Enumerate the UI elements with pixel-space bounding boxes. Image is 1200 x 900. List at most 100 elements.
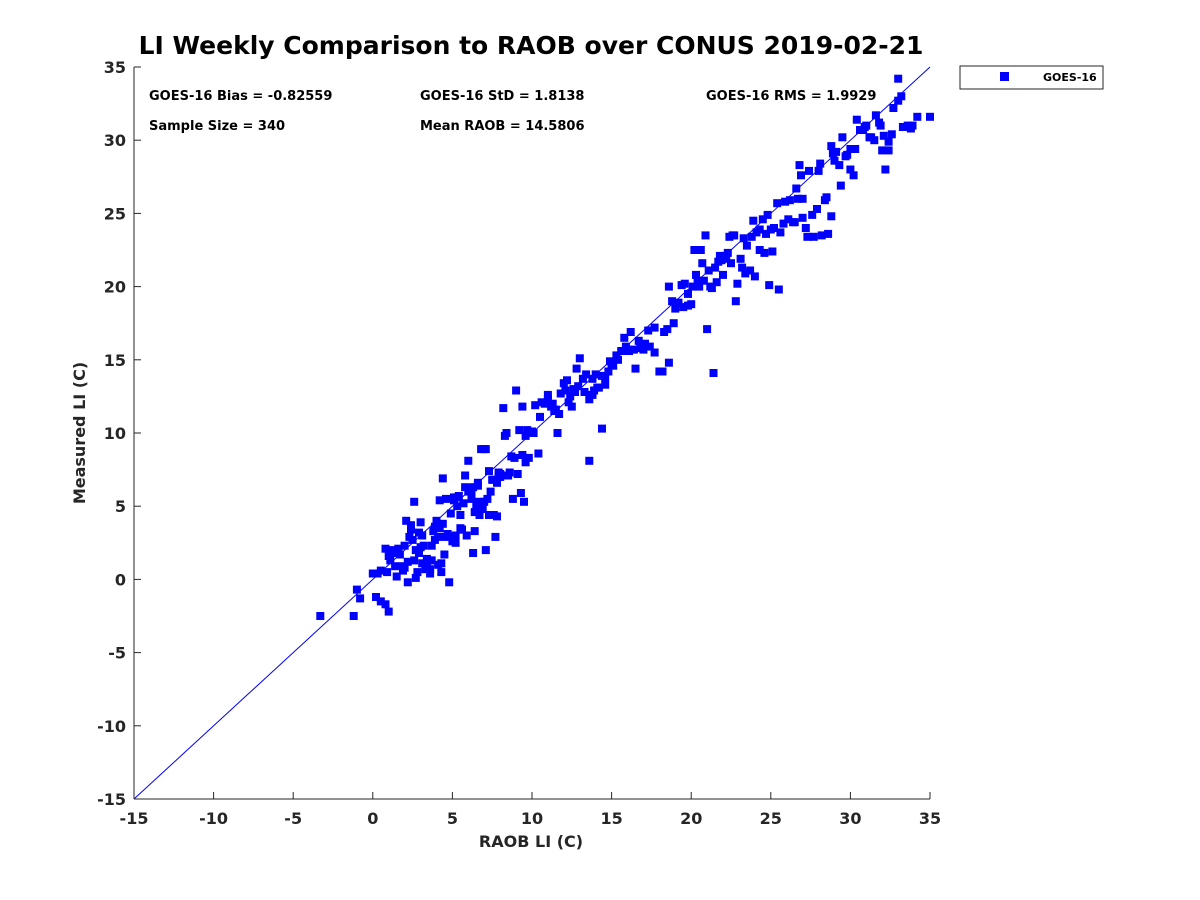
stat-sample-size: Sample Size = 340 — [149, 119, 285, 134]
data-point — [529, 429, 538, 437]
data-point — [614, 355, 622, 364]
data-point — [489, 475, 498, 484]
data-point — [838, 133, 847, 142]
data-point — [639, 345, 648, 354]
data-point — [496, 472, 505, 481]
x-tick-label: 30 — [839, 809, 861, 828]
data-point — [830, 156, 839, 165]
data-point — [437, 568, 446, 577]
data-point — [316, 612, 325, 620]
data-point — [755, 246, 764, 254]
data-point — [645, 342, 654, 351]
data-point — [820, 196, 829, 205]
data-point — [422, 557, 431, 566]
data-point — [674, 298, 683, 307]
data-point — [766, 225, 775, 234]
x-tick-label: -10 — [199, 809, 228, 828]
data-point — [470, 508, 479, 517]
data-point — [418, 559, 427, 568]
data-point — [521, 431, 530, 440]
data-point — [407, 521, 415, 530]
data-point — [733, 279, 742, 288]
data-point — [813, 205, 821, 213]
data-point — [403, 578, 412, 587]
data-point — [835, 161, 844, 170]
data-point — [513, 470, 522, 478]
data-point — [701, 231, 710, 240]
data-point — [871, 111, 880, 120]
data-point — [564, 398, 573, 407]
data-point — [499, 404, 508, 413]
x-tick-label: 10 — [521, 809, 543, 828]
data-point — [650, 348, 659, 357]
data-point — [680, 279, 689, 288]
data-point — [617, 347, 626, 355]
data-point — [518, 451, 527, 459]
data-point — [445, 578, 454, 587]
data-point — [784, 215, 793, 224]
data-point — [510, 453, 519, 462]
data-point — [575, 354, 584, 363]
data-point — [894, 96, 903, 105]
data-point — [416, 543, 425, 552]
data-point — [372, 593, 380, 601]
data-point — [867, 133, 876, 142]
data-point — [349, 612, 358, 620]
data-point — [719, 270, 727, 279]
y-tick-label: -10 — [97, 717, 126, 736]
data-point — [741, 269, 750, 278]
data-point — [725, 232, 734, 241]
data-point — [391, 562, 400, 571]
data-point — [803, 232, 812, 241]
data-point — [776, 228, 785, 237]
data-point — [805, 166, 813, 175]
data-point — [730, 231, 739, 240]
data-point — [679, 303, 688, 312]
data-point — [473, 481, 482, 490]
data-point — [631, 364, 640, 373]
data-point — [574, 382, 583, 391]
data-point — [906, 124, 915, 133]
data-point — [437, 559, 446, 568]
x-axis-ticks: -15 -10 -5 0 5 10 15 20 25 30 35 — [120, 792, 941, 828]
x-tick-label: -15 — [120, 809, 149, 828]
data-point — [792, 184, 801, 193]
data-point — [731, 297, 740, 306]
legend-label-goes-16: GOES-16 — [1043, 71, 1097, 84]
data-point — [690, 246, 699, 254]
data-point — [763, 210, 772, 219]
data-point — [411, 573, 420, 582]
data-point — [696, 246, 705, 254]
data-point — [548, 399, 557, 408]
data-point — [491, 532, 500, 541]
data-point — [762, 229, 770, 238]
data-point — [461, 471, 470, 480]
data-point — [693, 276, 702, 285]
data-point — [563, 376, 571, 385]
data-point — [464, 456, 473, 465]
data-point — [567, 402, 576, 411]
data-point — [400, 541, 409, 550]
data-point — [843, 150, 852, 159]
data-point — [881, 165, 890, 174]
data-point — [612, 351, 621, 360]
data-point — [836, 181, 845, 190]
data-point — [687, 300, 696, 309]
data-point — [486, 487, 495, 496]
data-point — [481, 546, 490, 555]
data-point — [664, 282, 673, 291]
data-point — [859, 126, 868, 134]
data-point — [572, 364, 581, 373]
data-point — [556, 389, 565, 398]
plot-area: -15 -10 -5 0 5 10 15 20 25 30 35 -15 -10 -5 0 5 10 15 20 2… — [97, 58, 941, 828]
data-point — [862, 121, 871, 130]
data-point — [551, 405, 560, 414]
chart-title: LI Weekly Comparison to RAOB over CONUS … — [139, 31, 924, 60]
data-point — [500, 431, 509, 440]
data-point — [384, 607, 393, 616]
y-tick-label: 35 — [104, 58, 126, 77]
data-point — [669, 319, 678, 328]
data-point — [438, 474, 447, 483]
data-point — [521, 458, 530, 467]
